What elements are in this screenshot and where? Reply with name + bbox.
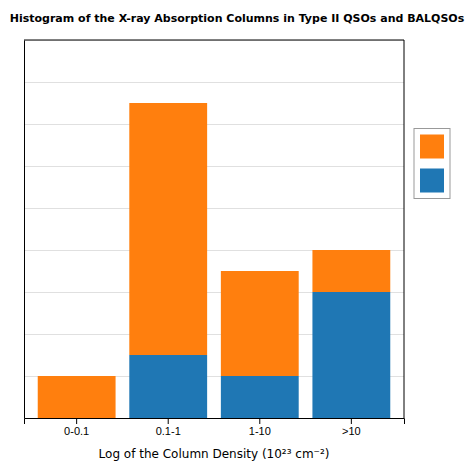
grid-tick <box>24 82 404 83</box>
plot: 0-0.1 0.1-1 1-10 >10 <box>24 40 405 437</box>
bar <box>129 103 207 355</box>
x-tick-mark <box>259 418 260 424</box>
frame <box>404 40 405 418</box>
x-tick-label: 0.1-1 <box>156 425 181 437</box>
grid-tick <box>24 166 404 167</box>
bar <box>312 292 390 418</box>
bars <box>38 103 391 418</box>
frame <box>24 40 404 41</box>
grid-tick <box>24 40 404 41</box>
y-axis <box>24 41 26 419</box>
legend-swatch <box>420 169 444 193</box>
title: Histogram of the X-ray Absorption Column… <box>10 12 465 25</box>
grid-line <box>24 124 404 125</box>
x-tick-mark <box>168 418 169 424</box>
bar <box>221 271 299 376</box>
x-label: Log of the Column Density (10²³ cm⁻²) <box>99 447 330 461</box>
grid-line <box>24 208 404 209</box>
bar <box>129 355 207 418</box>
x-axis-line <box>25 419 405 425</box>
x-tick-label: >10 <box>342 425 361 437</box>
legend-swatch <box>420 135 444 159</box>
series <box>38 103 391 418</box>
chart: 0-0.1 0.1-1 1-10 >10 Log of the Column Densi… <box>0 0 474 474</box>
legend-frame <box>414 129 450 199</box>
x-tick: 1-10 <box>249 418 271 437</box>
x-tick: >10 <box>342 418 361 437</box>
x-tick-label: 1-10 <box>249 425 271 437</box>
x-tick: 0-0.1 <box>64 418 89 437</box>
bar <box>38 376 116 418</box>
grid-line <box>24 40 404 41</box>
grid-tick <box>24 208 404 209</box>
bar <box>221 376 299 418</box>
y-axis-line <box>24 41 25 419</box>
x-tick-label: 0-0.1 <box>64 425 89 437</box>
x-tick-mark <box>76 418 77 424</box>
x-axis: 0-0.1 0.1-1 1-10 >10 <box>25 418 405 437</box>
grid-tick <box>24 124 404 125</box>
legend <box>414 129 450 199</box>
x-tick: 0.1-1 <box>156 418 181 437</box>
x-tick-mark <box>351 418 352 424</box>
grid-line <box>24 166 404 167</box>
grid-line <box>24 82 404 83</box>
bar <box>312 250 390 292</box>
